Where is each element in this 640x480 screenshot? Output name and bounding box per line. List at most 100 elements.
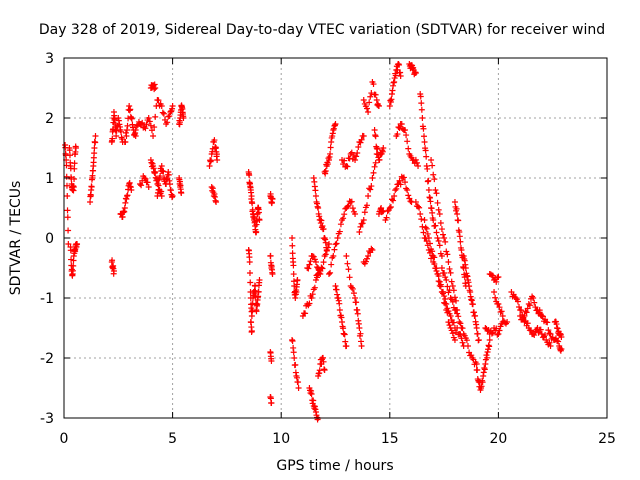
- data-point-32-2: [334, 235, 341, 241]
- data-point-35-0-1: [344, 260, 351, 267]
- data-point-1-4-2: [71, 165, 78, 172]
- data-point-49-0: [438, 265, 445, 271]
- data-point-10-2: [152, 85, 159, 91]
- data-point-57-4-3: [537, 326, 544, 333]
- data-point-17-8-1: [254, 210, 261, 217]
- data-point-8-3-2: [147, 122, 154, 129]
- data-point-42-5-2: [406, 195, 413, 202]
- data-point-12-1-1: [157, 173, 164, 180]
- data-point-0-2-3: [65, 227, 72, 234]
- data-point-41-5: [397, 73, 404, 79]
- data-point-34-3: [352, 157, 359, 163]
- data-point-46-7-3: [446, 322, 453, 329]
- data-point-46-0-2: [415, 203, 422, 210]
- data-point-50-1-2: [455, 217, 462, 224]
- data-point-37-2-3: [372, 91, 379, 98]
- x-axis-label: GPS time / hours: [276, 458, 393, 474]
- data-point-34-4-2: [358, 136, 365, 143]
- data-point-1-4-3: [71, 160, 78, 167]
- data-point-36-1: [360, 217, 367, 223]
- data-point-47-1: [425, 235, 432, 241]
- data-point-9-1: [141, 175, 148, 181]
- data-point-35-2-2: [353, 299, 360, 306]
- data-point-45-0-1: [417, 93, 424, 100]
- data-point-42-2-2: [393, 185, 400, 192]
- data-point-35-1-1: [348, 284, 355, 291]
- data-point-12-0-2: [155, 186, 162, 193]
- data-point-36-3-3: [372, 159, 379, 166]
- data-point-56-1: [512, 295, 519, 301]
- data-point-29-3-3: [320, 259, 327, 266]
- data-point-46-0-3: [416, 204, 423, 211]
- data-point-22-1: [268, 358, 275, 364]
- data-point-23-1: [268, 400, 275, 406]
- data-point-8-7-1: [164, 119, 171, 126]
- data-point-45-3-3: [425, 177, 432, 184]
- data-point-18-1: [246, 259, 253, 265]
- data-point-56-3-3: [524, 305, 531, 312]
- data-point-36-2: [365, 193, 372, 199]
- data-point-46-1-3: [420, 229, 427, 236]
- data-point-32-1-2: [332, 241, 339, 248]
- data-point-4-6-1: [118, 128, 125, 135]
- data-point-24-0: [289, 235, 296, 241]
- y-tick-label-4: 1: [45, 171, 54, 187]
- data-point-48-2-3: [440, 231, 447, 238]
- y-tick-label-6: 3: [45, 51, 54, 67]
- data-point-3-5: [92, 133, 99, 139]
- data-point-26-2-3: [311, 284, 318, 291]
- data-point-13-4: [180, 115, 187, 121]
- data-point-46-1-1: [418, 216, 425, 223]
- data-point-15-4: [214, 157, 221, 163]
- data-point-8-3-3: [148, 127, 155, 134]
- data-point-1-4: [70, 184, 77, 190]
- data-point-8-1-1: [138, 121, 145, 128]
- data-point-47-2-1: [431, 254, 438, 261]
- data-point-30-3: [321, 367, 328, 373]
- data-point-36-3-2: [371, 163, 378, 170]
- data-point-8-7-2: [165, 113, 172, 120]
- y-axis-ticks: -3 -2 -1 0 1 2 3: [40, 51, 607, 427]
- data-point-5-0-1: [109, 257, 116, 264]
- data-point-0-2-2: [64, 214, 71, 221]
- data-point-18-1-1: [246, 269, 253, 276]
- data-point-5-2: [110, 268, 117, 274]
- data-point-1-6: [72, 145, 79, 151]
- data-point-38-1: [365, 253, 372, 259]
- data-point-57-7: [547, 343, 554, 349]
- data-point-49-4-1: [457, 320, 464, 327]
- data-point-15-0: [206, 163, 213, 169]
- chart-title: Day 328 of 2019, Sidereal Day-to-day VTE…: [39, 22, 605, 38]
- data-point-37-0: [360, 97, 367, 103]
- data-point-49-1-3: [446, 287, 453, 294]
- data-point-53-1-2: [488, 330, 495, 337]
- data-point-43-1-1: [398, 121, 405, 128]
- data-point-42-1-1: [387, 204, 394, 211]
- data-point-56-4: [525, 301, 532, 307]
- data-point-45-2-2: [422, 147, 429, 154]
- data-point-36-2-2: [367, 186, 374, 193]
- data-point-35-4-2: [357, 330, 364, 337]
- data-point-45-2-3: [423, 153, 430, 160]
- data-point-25-0-3: [290, 349, 297, 356]
- data-point-48-2-2: [438, 226, 445, 233]
- data-point-8-4-2: [152, 113, 159, 120]
- data-point-48-1-2: [434, 199, 441, 206]
- data-point-46-9: [451, 337, 458, 343]
- data-point-12-5-1: [165, 171, 172, 178]
- data-point-36-2-3: [368, 183, 375, 190]
- data-point-31-2-3: [327, 144, 334, 151]
- data-point-29-1-1: [309, 253, 316, 260]
- data-point-8-1-2: [139, 119, 146, 126]
- data-point-3-4: [91, 145, 98, 151]
- data-point-26-2-1: [309, 291, 316, 298]
- data-point-51-5-1: [472, 312, 479, 319]
- data-points: [62, 61, 565, 423]
- data-point-48-5-3: [453, 297, 460, 304]
- data-point-55-3: [504, 319, 511, 325]
- data-point-56-5: [530, 295, 537, 301]
- data-point-42-1-3: [390, 197, 397, 204]
- data-point-38-0-2: [362, 258, 369, 265]
- data-point-57-0: [517, 313, 524, 319]
- data-point-49-2-2: [449, 298, 456, 305]
